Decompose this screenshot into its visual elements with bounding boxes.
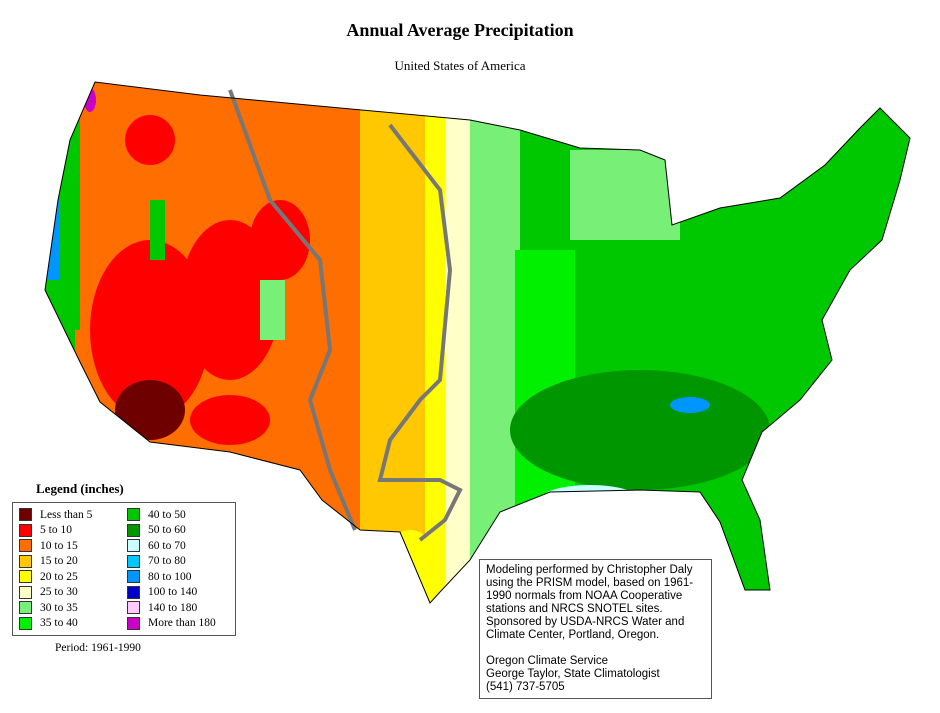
legend-item: 40 to 50 [127, 507, 216, 523]
period-label: Period: 1961-1990 [55, 642, 141, 654]
legend-item: 140 to 180 [127, 600, 216, 616]
legend-item: 15 to 20 [19, 554, 92, 570]
legend-item: 70 to 80 [127, 554, 216, 570]
legend: Less than 5 5 to 10 10 to 15 15 to 20 20 to … [12, 502, 236, 636]
legend-swatch [127, 601, 140, 615]
legend-item: 50 to 60 [127, 523, 216, 539]
legend-swatch [19, 570, 32, 584]
legend-label: 35 to 40 [40, 617, 78, 630]
credit-org: Oregon Climate Service [486, 655, 609, 667]
legend-label: 100 to 140 [148, 586, 198, 599]
legend-swatch [127, 508, 140, 522]
legend-swatch [19, 616, 32, 630]
legend-label: 5 to 10 [40, 524, 72, 537]
credit-phone: (541) 737-5705 [486, 681, 565, 693]
legend-label: 40 to 50 [148, 508, 186, 521]
map-subtitle: United States of America [394, 58, 526, 73]
legend-swatch [19, 539, 32, 553]
legend-item: 10 to 15 [19, 538, 92, 554]
legend-swatch [19, 554, 32, 568]
credits-box: Modeling performed by Christopher Daly u… [479, 559, 712, 699]
legend-label: More than 180 [148, 617, 216, 630]
legend-item: 100 to 140 [127, 585, 216, 601]
legend-swatch [19, 601, 32, 615]
legend-swatch [127, 616, 140, 630]
legend-swatch [19, 523, 32, 537]
legend-item: 30 to 35 [19, 600, 92, 616]
legend-swatch [127, 570, 140, 584]
modeling-credit: Modeling performed by Christopher Daly u… [486, 564, 694, 641]
legend-swatch [127, 523, 140, 537]
legend-label: 50 to 60 [148, 524, 186, 537]
legend-label: 15 to 20 [40, 555, 78, 568]
climate-divide-line [228, 89, 357, 531]
credit-person: George Taylor, State Climatologist [486, 668, 660, 680]
legend-label: 10 to 15 [40, 539, 78, 552]
map-title: Annual Average Precipitation [346, 20, 574, 40]
legend-item: 60 to 70 [127, 538, 216, 554]
legend-title: Legend (inches) [36, 481, 124, 496]
legend-label: 80 to 100 [148, 570, 192, 583]
legend-item: 25 to 30 [19, 585, 92, 601]
legend-label: 20 to 25 [40, 570, 78, 583]
legend-item: 20 to 25 [19, 569, 92, 585]
legend-item: 80 to 100 [127, 569, 216, 585]
climate-divide-line [377, 123, 463, 542]
legend-swatch [19, 508, 32, 522]
legend-swatch [19, 585, 32, 599]
legend-item: 35 to 40 [19, 616, 92, 632]
legend-label: 30 to 35 [40, 601, 78, 614]
legend-item: More than 180 [127, 616, 216, 632]
legend-swatch [127, 585, 140, 599]
legend-label: Less than 5 [40, 508, 93, 521]
legend-swatch [127, 539, 140, 553]
legend-item: 5 to 10 [19, 523, 92, 539]
legend-swatch [127, 554, 140, 568]
legend-label: 70 to 80 [148, 555, 186, 568]
legend-label: 60 to 70 [148, 539, 186, 552]
legend-label: 25 to 30 [40, 586, 78, 599]
us-outline [44, 81, 911, 604]
legend-item: Less than 5 [19, 507, 92, 523]
legend-label: 140 to 180 [148, 601, 198, 614]
